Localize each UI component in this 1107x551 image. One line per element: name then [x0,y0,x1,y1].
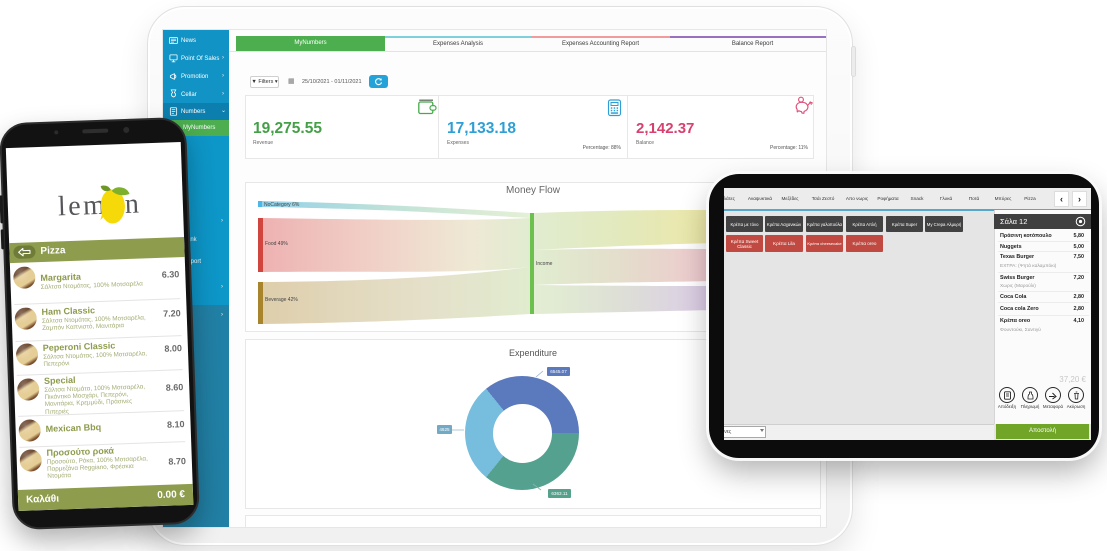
svg-text:NoCategory 6%: NoCategory 6% [264,202,300,208]
svg-text:Food 49%: Food 49% [265,241,288,247]
svg-text:Beverage 42%: Beverage 42% [265,297,298,303]
svg-text:Income: Income [536,261,553,267]
